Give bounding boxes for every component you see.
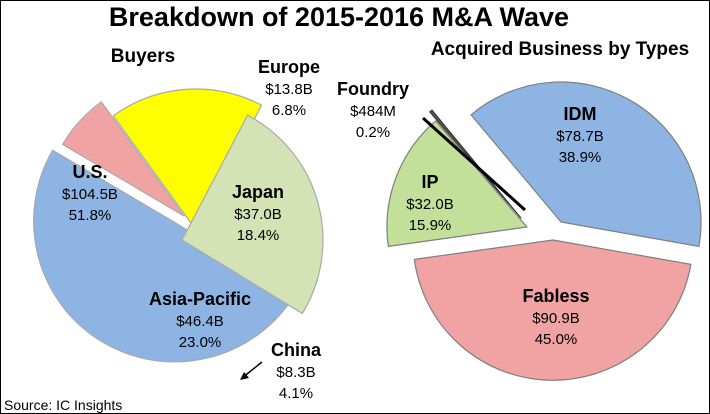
slice-label-japan: Japan $37.0B 18.4% <box>232 182 284 244</box>
slice-ip <box>386 120 528 247</box>
asia-pacific-name: Asia-Pacific <box>149 289 251 309</box>
foundry-leader-line <box>421 116 527 212</box>
slice-asia-pacific <box>181 114 324 315</box>
ip-pct-label: 15.9% <box>409 217 452 234</box>
europe-pct-label: 6.8% <box>272 102 306 119</box>
u-s-pct-label: 51.8% <box>69 207 112 224</box>
china-pct-label: 4.1% <box>279 385 313 402</box>
ip-name: IP <box>421 172 438 192</box>
china-callout-arrow <box>240 361 263 380</box>
japan-value-label: $37.0B <box>234 206 282 223</box>
buyers-chart-title: Buyers <box>111 46 175 67</box>
slice-label-china: China $8.3B 4.1% <box>271 340 322 402</box>
europe-name: Europe <box>258 57 320 77</box>
slice-label-asia-pacific: Asia-Pacific $46.4B 23.0% <box>149 289 251 351</box>
japan-pct-label: 18.4% <box>237 227 280 244</box>
japan-name: Japan <box>232 182 284 202</box>
u-s-value-label: $104.5B <box>62 186 118 203</box>
slice-japan <box>112 88 263 231</box>
fabless-value-label: $90.9B <box>532 310 580 327</box>
slice-label-u-s: U.S. $104.5B 51.8% <box>62 162 118 224</box>
ip-value-label: $32.0B <box>406 196 454 213</box>
asia-pacific-value-label: $46.4B <box>176 313 224 330</box>
slice-label-europe: Europe $13.8B 6.8% <box>258 57 320 119</box>
foundry-name: Foundry <box>337 79 409 99</box>
types-pie <box>386 81 702 381</box>
u-s-name: U.S. <box>72 162 107 182</box>
foundry-value-label: $484M <box>350 103 396 120</box>
idm-name: IDM <box>564 104 597 124</box>
slice-idm <box>470 81 702 247</box>
asia-pacific-pct-label: 23.0% <box>179 334 222 351</box>
china-value-label: $8.3B <box>276 364 315 381</box>
slice-europe <box>62 101 185 217</box>
europe-value-label: $13.8B <box>265 81 313 98</box>
slice-label-fabless: Fabless $90.9B 45.0% <box>522 286 589 348</box>
source-note: Source: IC Insights <box>4 397 122 413</box>
china-name: China <box>271 340 322 360</box>
idm-value-label: $78.7B <box>556 128 604 145</box>
types-chart-title: Acquired Business by Types <box>431 39 689 60</box>
fabless-pct-label: 45.0% <box>535 331 578 348</box>
slice-label-foundry: Foundry $484M 0.2% <box>337 79 409 141</box>
idm-pct-label: 38.9% <box>559 149 602 166</box>
chart-title: Breakdown of 2015-2016 M&A Wave <box>109 2 569 32</box>
slice-label-ip: IP $32.0B 15.9% <box>406 172 454 234</box>
fabless-name: Fabless <box>522 286 589 306</box>
pie-labels: U.S. $104.5B 51.8% Europe $13.8B 6.8% Japan $37… <box>62 57 604 402</box>
slice-fabless <box>413 239 692 381</box>
slice-label-idm: IDM $78.7B 38.9% <box>556 104 604 166</box>
buyers-pie <box>33 88 324 380</box>
foundry-pct-label: 0.2% <box>356 124 390 141</box>
slice-us <box>33 149 295 363</box>
